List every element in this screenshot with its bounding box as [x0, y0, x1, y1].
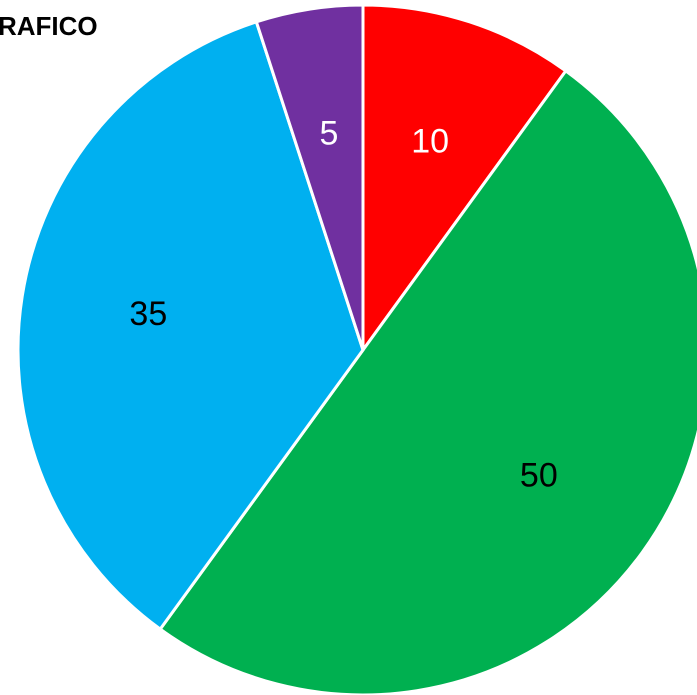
chart-title: RAFICO — [0, 11, 98, 41]
data-label: 5 — [320, 114, 339, 152]
data-label: 35 — [129, 295, 167, 333]
pie — [16, 3, 697, 695]
pie-slice — [361, 3, 568, 352]
pie-slice — [16, 20, 365, 631]
pie-slice — [254, 3, 365, 352]
pie-slice — [158, 69, 697, 695]
data-label: 50 — [520, 457, 558, 495]
data-label: 10 — [411, 122, 449, 160]
